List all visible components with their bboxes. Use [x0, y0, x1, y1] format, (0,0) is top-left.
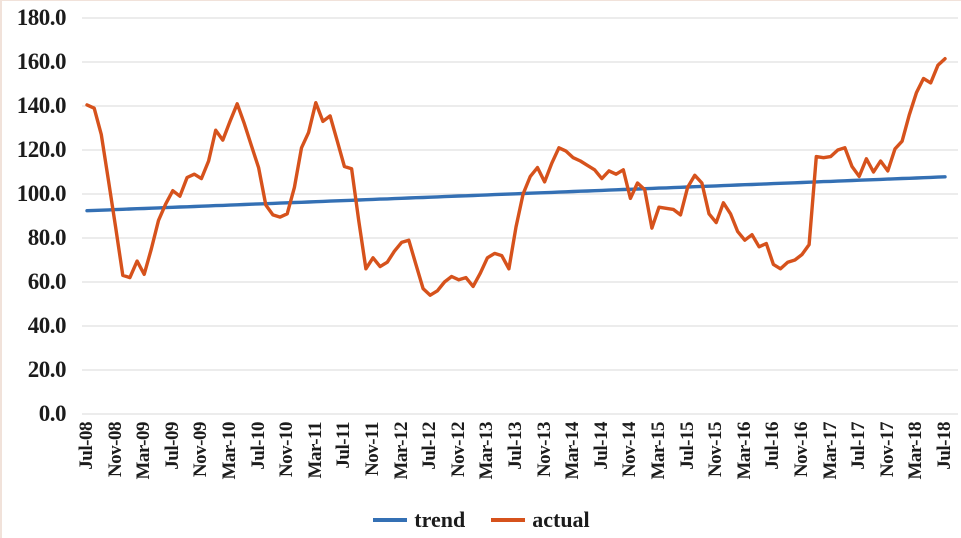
- legend-item-trend: trend: [373, 507, 465, 533]
- x-axis-label: Mar-13: [476, 422, 498, 480]
- x-axis-label: Mar-14: [562, 422, 584, 480]
- x-axis-label: Mar-17: [819, 422, 841, 480]
- x-axis-label: Nov-13: [533, 422, 555, 478]
- y-axis-label: 20.0: [27, 357, 67, 382]
- x-axis-label: Mar-16: [733, 422, 755, 480]
- y-axis-label: 80.0: [27, 225, 67, 250]
- x-axis-label: Mar-12: [390, 422, 412, 480]
- y-axis-label: 0.0: [38, 401, 67, 426]
- x-axis-label: Mar-18: [905, 422, 927, 480]
- x-axis-label: Mar-11: [304, 422, 326, 479]
- x-axis-label: Jul-11: [333, 422, 355, 469]
- trend-line-swatch: [373, 518, 408, 522]
- legend-item-actual: actual: [491, 507, 590, 533]
- legend-label-trend: trend: [414, 507, 466, 532]
- x-axis-label: Nov-14: [619, 422, 641, 478]
- legend: trend actual: [2, 507, 961, 533]
- legend-label-actual: actual: [532, 507, 590, 532]
- x-axis-label: Nov-17: [876, 422, 898, 478]
- x-axis-label: Mar-10: [219, 422, 240, 480]
- x-axis-label: Jul-13: [505, 422, 526, 470]
- x-axis-label: Jul-09: [161, 422, 183, 470]
- y-axis-label: 160.0: [16, 49, 67, 74]
- x-axis-label: Jul-08: [76, 422, 97, 470]
- x-axis-label: Jul-17: [848, 422, 870, 470]
- x-axis-label: Mar-15: [648, 422, 669, 480]
- x-axis-label: Jul-18: [934, 422, 955, 470]
- x-axis-label: Jul-14: [590, 422, 612, 470]
- x-axis-label: Nov-10: [276, 422, 298, 478]
- y-axis-label: 60.0: [27, 269, 67, 294]
- x-axis-label: Jul-15: [676, 422, 698, 470]
- x-axis-label: Nov-08: [104, 422, 126, 478]
- y-axis-label: 120.0: [16, 137, 67, 162]
- x-axis-label: Nov-09: [190, 422, 212, 478]
- trend-line: [85, 175, 947, 213]
- x-axis-label: Nov-11: [362, 422, 383, 476]
- x-axis-label: Nov-15: [705, 422, 727, 478]
- actual-line-swatch: [491, 518, 526, 522]
- y-axis-label: 180.0: [16, 5, 67, 30]
- x-axis-label: Nov-12: [447, 422, 469, 478]
- y-axis-label: 140.0: [16, 93, 67, 118]
- x-axis-label: Nov-16: [791, 422, 812, 478]
- y-axis-label: 40.0: [27, 313, 67, 338]
- x-axis-label: Jul-12: [419, 422, 441, 470]
- y-axis-label: 100.0: [16, 181, 67, 206]
- actual-line: [85, 57, 947, 297]
- x-axis-label: Mar-09: [133, 422, 155, 480]
- x-axis-label: Jul-16: [762, 422, 784, 470]
- x-axis-label: Jul-10: [247, 422, 269, 470]
